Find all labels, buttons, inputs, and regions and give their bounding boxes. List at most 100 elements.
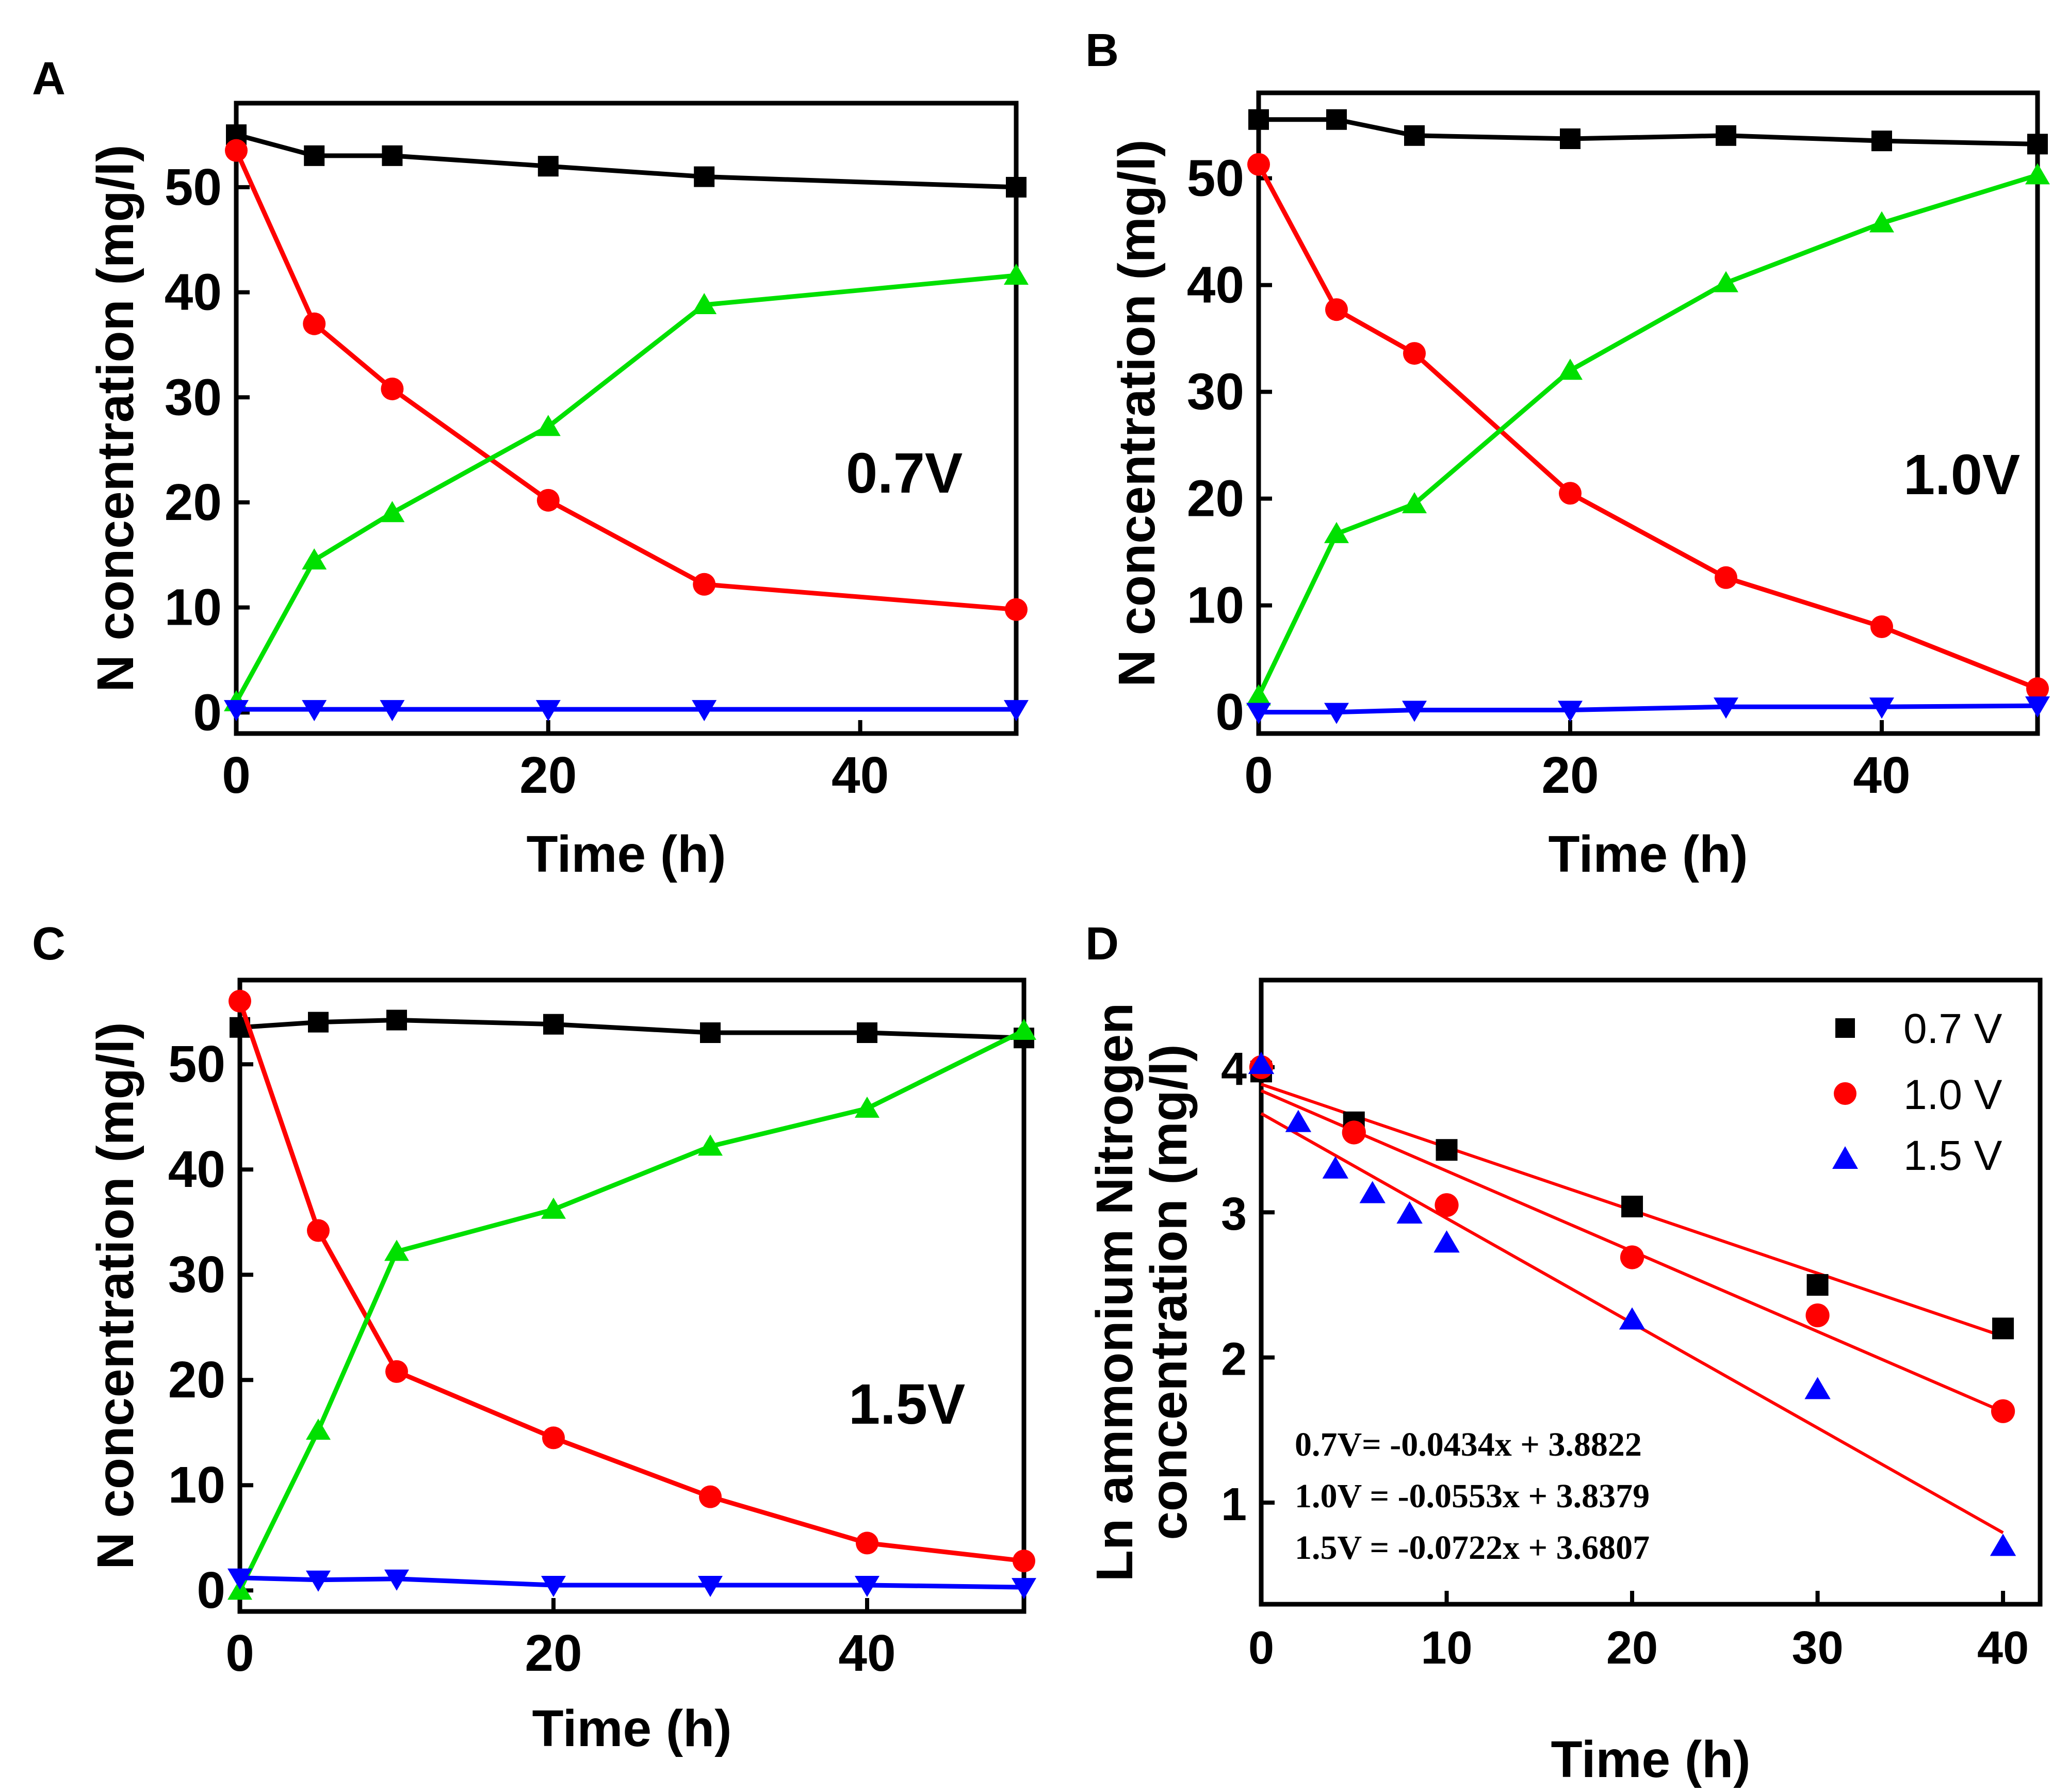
y-tick-label-c-4: 40 (168, 1141, 225, 1198)
series-line-a-green-triangles (234, 273, 1017, 704)
point-c-green-triangles-6 (1012, 1018, 1036, 1040)
series-line-a-black-squares (235, 132, 1017, 190)
x-tick-label-a-2: 40 (832, 746, 889, 804)
y-tick-label-d-2: 3 (1221, 1188, 1247, 1240)
marks-b (1246, 109, 2050, 724)
point-a-green-triangles-4 (692, 293, 717, 315)
point-a-red-circles-1 (303, 312, 326, 335)
panel-b: B 1.0V Time (h) N concentration (mg/l) 0… (1085, 25, 2050, 883)
point-d-0-7-v-3 (1621, 1195, 1643, 1217)
fit-equation-1-0v: 1.0V = -0.0553x + 3.8379 (1295, 1477, 1650, 1515)
point-a-red-circles-5 (1005, 598, 1028, 621)
marks-c (227, 989, 1036, 1600)
point-d-1-0-v-5 (1991, 1399, 2015, 1423)
point-a-green-triangles-3 (535, 415, 561, 436)
y-tick-label-a-1: 10 (165, 579, 222, 637)
point-d-1-5-v-8 (1990, 1534, 2016, 1556)
y-tick-label-d-3: 4 (1221, 1044, 1247, 1095)
point-a-red-circles-0 (225, 139, 248, 162)
point-a-red-circles-4 (693, 573, 716, 596)
point-b-red-circles-0 (1247, 153, 1270, 176)
point-a-red-circles-2 (381, 377, 404, 400)
ticks-c: 0 20 40 0 10 20 30 40 50 (168, 1035, 896, 1682)
point-a-black-squares-2 (382, 145, 403, 166)
point-b-black-squares-2 (1404, 125, 1425, 146)
point-a-black-squares-3 (537, 156, 559, 177)
point-c-blue-triangles-0 (227, 1568, 252, 1590)
panel-letter-a: A (32, 53, 66, 105)
y-axis-label-d-line1: Ln ammonium Nitrogen (1086, 1003, 1144, 1582)
y-tick-label-b-0: 0 (1215, 683, 1244, 741)
panel-letter-c: C (32, 918, 66, 970)
y-tick-label-a-3: 30 (165, 368, 222, 426)
point-b-red-circles-2 (1403, 342, 1426, 365)
marks-d (1248, 1052, 2016, 1556)
series-line-b-black-squares (1259, 117, 2038, 146)
point-c-black-squares-4 (700, 1022, 721, 1043)
point-d-1-5-v-6 (1619, 1307, 1646, 1330)
series-line-c-blue-triangles (239, 1575, 1024, 1590)
legend-marker-0-7v (1835, 1018, 1855, 1038)
x-tick-label-b-1: 20 (1541, 746, 1599, 804)
y-tick-label-a-2: 20 (165, 474, 222, 531)
x-tick-label-d-1: 10 (1421, 1622, 1472, 1674)
point-a-green-triangles-2 (380, 501, 405, 523)
point-a-blue-triangles-4 (692, 700, 717, 722)
legend-marker-1-0v (1834, 1082, 1856, 1105)
point-b-blue-triangles-0 (1246, 703, 1271, 724)
x-tick-label-c-2: 40 (838, 1624, 895, 1682)
point-b-black-squares-3 (1560, 128, 1581, 150)
y-tick-label-b-2: 20 (1187, 470, 1244, 528)
point-b-green-triangles-3 (1558, 359, 1583, 380)
voltage-annotation-b: 1.0V (1903, 443, 2020, 507)
y-tick-label-b-4: 40 (1187, 256, 1244, 314)
point-d-0-7-v-4 (1806, 1274, 1829, 1296)
y-axis-label-c: N concentration (mg/l) (87, 1022, 144, 1569)
point-b-black-squares-0 (1248, 109, 1269, 130)
point-a-black-squares-5 (1006, 176, 1027, 198)
point-a-blue-triangles-3 (535, 700, 561, 722)
x-tick-label-b-0: 0 (1244, 746, 1273, 804)
y-tick-label-a-0: 0 (193, 683, 222, 741)
y-tick-label-b-3: 30 (1187, 363, 1244, 421)
legend-label-1-5v: 1.5 V (1903, 1132, 2002, 1179)
point-a-blue-triangles-5 (1004, 700, 1029, 722)
plot-frame-b (1256, 90, 2040, 736)
point-d-1-5-v-2 (1322, 1156, 1349, 1179)
ticks-a: 0 20 40 0 10 20 30 40 50 (165, 158, 889, 804)
panel-letter-b: B (1085, 25, 1119, 76)
point-d-0-7-v-2 (1436, 1139, 1458, 1161)
point-c-red-circles-5 (856, 1532, 878, 1555)
marks-a (224, 124, 1029, 722)
series-line-c-green-triangles (237, 1028, 1025, 1592)
point-c-green-triangles-5 (855, 1096, 879, 1118)
y-tick-label-a-5: 50 (165, 158, 222, 216)
ticks-b: 0 20 40 0 10 20 30 40 50 (1187, 150, 1911, 804)
y-tick-label-d-1: 2 (1221, 1334, 1247, 1386)
x-axis-label-c: Time (h) (532, 1700, 731, 1757)
point-c-red-circles-0 (229, 989, 251, 1013)
y-axis-label-d-line2: concentration (mg/l) (1140, 1044, 1198, 1540)
point-a-blue-triangles-2 (380, 700, 405, 722)
point-b-blue-triangles-5 (1869, 697, 1894, 719)
point-b-green-triangles-5 (1869, 211, 1894, 233)
point-c-green-triangles-2 (384, 1240, 409, 1261)
panel-c: C 1.5V Time (h) N concentration (mg/l) 0… (32, 918, 1036, 1757)
x-tick-label-d-4: 40 (1977, 1622, 2029, 1674)
series-line-b-red-circles (1257, 163, 2039, 691)
plot-frame-d (1259, 978, 2043, 1607)
point-b-green-triangles-4 (1714, 271, 1738, 292)
x-tick-label-a-0: 0 (222, 746, 251, 804)
x-axis-label-d: Time (h) (1551, 1731, 1750, 1788)
legend-label-1-0v: 1.0 V (1903, 1071, 2002, 1118)
point-b-green-triangles-1 (1324, 522, 1349, 543)
point-b-green-triangles-0 (1246, 684, 1271, 706)
x-tick-label-d-3: 30 (1792, 1622, 1844, 1674)
point-c-red-circles-4 (699, 1485, 722, 1508)
point-b-blue-triangles-6 (2025, 696, 2050, 718)
point-c-blue-triangles-4 (698, 1576, 723, 1597)
series-line-c-red-circles (237, 1000, 1024, 1563)
x-tick-label-d-2: 20 (1606, 1622, 1658, 1674)
y-axis-label-a: N concentration (mg/l) (87, 144, 144, 692)
